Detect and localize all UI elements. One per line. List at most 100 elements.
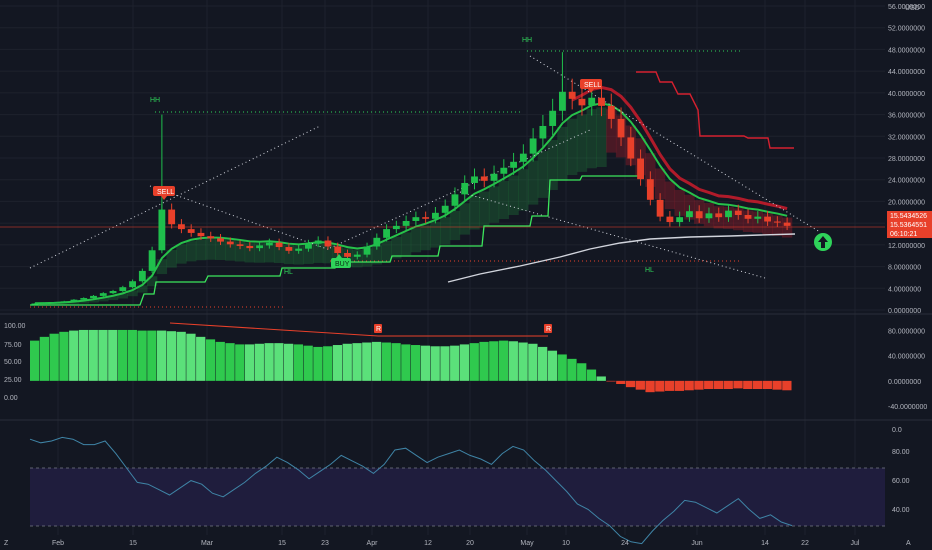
candle-body bbox=[734, 210, 742, 215]
arrow-up-icon[interactable] bbox=[814, 233, 832, 251]
time-tick-label: May bbox=[520, 540, 534, 547]
rsi-axis[interactable]: 0.0 80.00 60.00 40.00 bbox=[892, 427, 910, 514]
ema-white-line bbox=[447, 233, 796, 283]
time-axis[interactable]: Feb 15 Mar 15 23 Apr 12 20 May 10 24 Jun 14 22 Jul bbox=[52, 540, 860, 547]
trailing-stop-line bbox=[30, 175, 640, 306]
candle-body bbox=[490, 173, 498, 181]
oscillator-right-axis[interactable]: 80.0000000 40.0000000 0.0000000 -40.0000000 bbox=[888, 329, 927, 411]
price-tick-label: 28.0000000 bbox=[888, 156, 925, 163]
osc-right-tick: 80.0000000 bbox=[888, 329, 925, 336]
countdown-badge: 06:10:21 bbox=[890, 231, 917, 238]
time-tick-label: Apr bbox=[367, 540, 379, 547]
osc-left-tick: 50.00 bbox=[4, 359, 22, 366]
oscillator-bar bbox=[78, 329, 89, 381]
candle-body bbox=[109, 291, 117, 294]
oscillator-left-axis: 100.00 75.00 50.00 25.00 0.00 bbox=[4, 323, 26, 402]
trend-lines bbox=[0, 50, 885, 308]
oscillator-bar bbox=[674, 380, 685, 391]
oscillator-bar bbox=[411, 345, 421, 381]
price-tick-label: 44.0000000 bbox=[888, 69, 925, 76]
oscillator-bar bbox=[137, 330, 147, 381]
oscillator-bar bbox=[616, 380, 626, 384]
price-tick-label: 48.0000000 bbox=[888, 47, 925, 54]
candle-body bbox=[773, 221, 781, 223]
time-tick-label: 15 bbox=[278, 540, 286, 547]
candle-body bbox=[646, 179, 654, 200]
candle-body bbox=[754, 216, 762, 219]
candle-body bbox=[422, 217, 430, 219]
oscillator-bar bbox=[88, 329, 98, 381]
candle-body bbox=[119, 287, 127, 291]
candle-body bbox=[519, 153, 527, 162]
candle-body bbox=[529, 138, 537, 154]
price-badges: 15.5434526 15.5364551 06:10:21 bbox=[887, 211, 932, 238]
oscillator-bar bbox=[401, 344, 411, 381]
candle-body bbox=[637, 158, 644, 180]
price-axis[interactable]: USD 56.0000000 52.0000000 48.0000000 44.000… bbox=[887, 4, 932, 315]
candle-body bbox=[295, 248, 303, 251]
oscillator-bar bbox=[225, 343, 235, 381]
oscillator-bar bbox=[508, 341, 518, 381]
price-tick-label: 24.0000000 bbox=[888, 178, 925, 185]
candle-body bbox=[432, 212, 439, 219]
time-tick-label: 22 bbox=[801, 540, 809, 547]
hh-label-1: HH bbox=[150, 97, 160, 104]
candle-body bbox=[51, 302, 58, 304]
oscillator-bar bbox=[244, 344, 255, 381]
sell-label-1[interactable]: SELL bbox=[153, 186, 175, 200]
price-pane[interactable]: HH HH HL HL SELL SELL BUY bbox=[0, 37, 885, 308]
oscillator-bar bbox=[665, 380, 675, 391]
candle-body bbox=[568, 91, 576, 99]
r-label-1[interactable]: R bbox=[374, 324, 382, 333]
oscillator-bar bbox=[59, 331, 69, 381]
time-tick-label: 14 bbox=[761, 540, 769, 547]
candle-body bbox=[461, 182, 469, 195]
r-label-2[interactable]: R bbox=[544, 324, 552, 333]
oscillator-bar bbox=[782, 380, 792, 391]
auto-scale-icon[interactable]: A bbox=[906, 540, 911, 547]
candle-body bbox=[60, 301, 68, 303]
buy-label[interactable]: BUY bbox=[331, 254, 351, 268]
oscillator-bar bbox=[498, 340, 509, 381]
oscillator-bar bbox=[694, 380, 704, 390]
candle-body bbox=[90, 295, 97, 299]
candle-body bbox=[246, 245, 254, 249]
candle-body bbox=[451, 194, 459, 206]
time-tick-label: Mar bbox=[201, 540, 214, 547]
oscillator-bar bbox=[391, 343, 401, 381]
oscillator-bar bbox=[713, 380, 724, 390]
trend-line-down-3 bbox=[459, 191, 766, 279]
rsi-pane[interactable] bbox=[29, 436, 885, 545]
oscillator-bar bbox=[49, 333, 59, 381]
sell-label-2[interactable]: SELL bbox=[580, 79, 602, 93]
price-tick-label: 40.0000000 bbox=[888, 91, 925, 98]
sell-label-1-text: SELL bbox=[157, 189, 174, 196]
osc-right-tick: 0.0000000 bbox=[888, 379, 921, 386]
candle-body bbox=[207, 236, 215, 239]
time-tick-label: 24 bbox=[621, 540, 629, 547]
candle-body bbox=[783, 222, 791, 226]
oscillator-bar bbox=[264, 343, 274, 381]
oscillator-pane[interactable]: R R bbox=[30, 322, 792, 393]
candle-body bbox=[197, 232, 205, 237]
oscillator-bar bbox=[186, 333, 196, 381]
timezone-icon[interactable]: Z bbox=[4, 540, 9, 547]
oscillator-bar bbox=[704, 380, 714, 390]
osc-right-tick: -40.0000000 bbox=[888, 404, 927, 411]
candle-body bbox=[471, 176, 478, 183]
candle-body bbox=[588, 97, 596, 106]
candle-body bbox=[363, 246, 371, 255]
candle-body bbox=[695, 211, 703, 219]
candle-body bbox=[99, 293, 107, 296]
candle-body bbox=[549, 110, 557, 126]
time-tick-label: Jul bbox=[851, 540, 860, 547]
oscillator-bar bbox=[577, 363, 587, 381]
osc-left-tick: 100.00 bbox=[4, 323, 26, 330]
oscillator-bar bbox=[313, 346, 323, 381]
hl-label-2: HL bbox=[645, 267, 654, 274]
oscillator-bar bbox=[362, 342, 372, 381]
time-tick-label: 12 bbox=[424, 540, 432, 547]
oscillator-bar bbox=[635, 380, 645, 390]
